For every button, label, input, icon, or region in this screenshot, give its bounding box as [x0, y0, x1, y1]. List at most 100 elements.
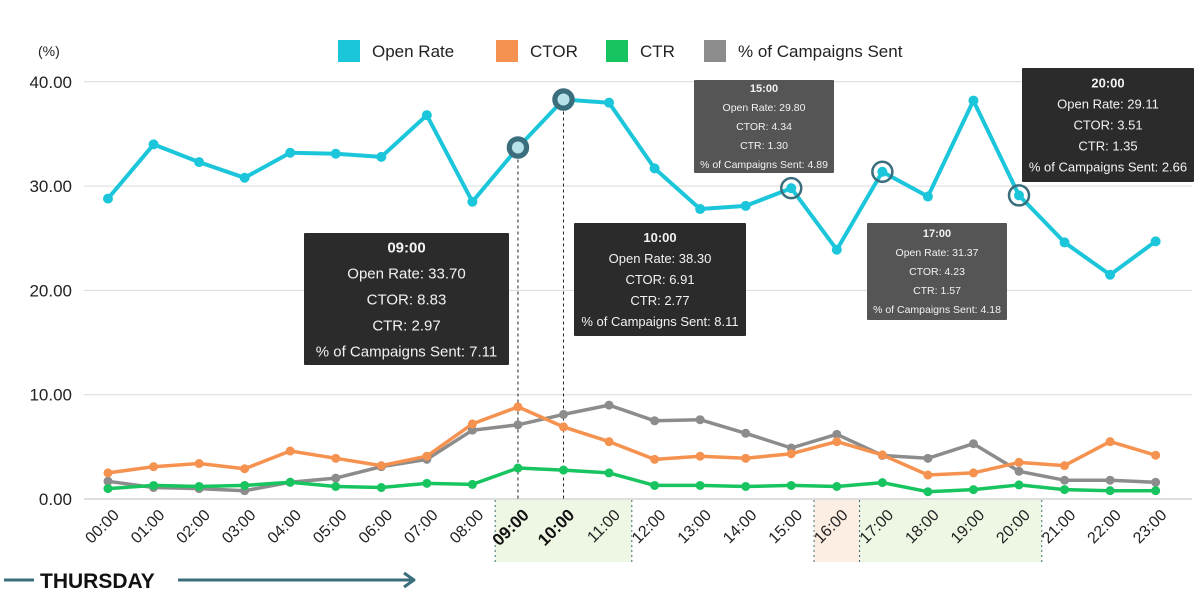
data-point-open-rate[interactable]: [285, 147, 296, 158]
data-point-ctr[interactable]: [604, 468, 614, 478]
data-point-ctr[interactable]: [832, 481, 842, 491]
data-point-open-rate[interactable]: [604, 97, 615, 108]
data-point--of-campaigns-sent[interactable]: [1105, 475, 1115, 485]
data-point-ctor[interactable]: [285, 446, 295, 456]
data-point-ctor[interactable]: [1105, 437, 1115, 447]
data-point--of-campaigns-sent[interactable]: [604, 400, 614, 410]
data-point-open-rate[interactable]: [695, 204, 706, 215]
data-point-open-rate[interactable]: [968, 95, 979, 106]
data-point-open-rate[interactable]: [740, 200, 751, 211]
data-point-ctr[interactable]: [422, 478, 432, 488]
data-point-ctor[interactable]: [832, 437, 842, 447]
data-point--of-campaigns-sent[interactable]: [1151, 477, 1161, 487]
data-point-ctr[interactable]: [1060, 485, 1070, 495]
tooltip-2000: 20:00 Open Rate: 29.11 CTOR: 3.51 CTR: 1.35…: [1022, 68, 1194, 182]
data-point-open-rate[interactable]: [786, 183, 797, 194]
data-point-ctr[interactable]: [786, 480, 796, 490]
data-point-ctr[interactable]: [513, 463, 523, 473]
data-point-ctr[interactable]: [1105, 486, 1115, 496]
data-point-open-rate[interactable]: [1150, 236, 1161, 247]
data-point-ctr[interactable]: [149, 480, 159, 490]
data-point-ctor[interactable]: [1060, 461, 1070, 471]
highlight-ring-1700[interactable]: [871, 160, 894, 184]
data-point-ctor[interactable]: [513, 402, 523, 412]
data-point--of-campaigns-sent[interactable]: [331, 473, 341, 483]
data-point-ctr[interactable]: [877, 478, 887, 488]
data-point--of-campaigns-sent[interactable]: [513, 420, 523, 430]
data-point--of-campaigns-sent[interactable]: [1014, 466, 1024, 476]
x-tick-label: 02:00: [174, 507, 214, 547]
data-point-open-rate[interactable]: [330, 148, 341, 159]
data-point-ctor[interactable]: [1151, 450, 1161, 460]
data-point-ctor[interactable]: [650, 454, 660, 464]
data-point-ctr[interactable]: [650, 480, 660, 490]
data-point-open-rate[interactable]: [103, 193, 113, 204]
data-point-open-rate[interactable]: [831, 244, 842, 255]
data-point-open-rate[interactable]: [239, 172, 250, 183]
data-point-ctr[interactable]: [331, 481, 341, 491]
highlight-band-1: [814, 500, 860, 562]
data-point-ctor[interactable]: [331, 453, 341, 463]
data-point-ctor[interactable]: [1014, 457, 1024, 467]
data-point-open-rate[interactable]: [1014, 190, 1024, 201]
data-point-open-rate[interactable]: [148, 139, 159, 150]
data-point-ctr[interactable]: [194, 481, 204, 491]
data-point-ctor[interactable]: [968, 468, 978, 478]
data-point-ctor[interactable]: [604, 437, 614, 447]
data-point--of-campaigns-sent[interactable]: [103, 476, 113, 486]
data-point-ctr[interactable]: [467, 479, 477, 489]
tooltip-box: [304, 233, 509, 365]
data-point-open-rate[interactable]: [1105, 269, 1116, 280]
data-point-ctr[interactable]: [1014, 480, 1024, 490]
data-point-ctor[interactable]: [467, 419, 477, 429]
data-point--of-campaigns-sent[interactable]: [695, 415, 705, 425]
data-point--of-campaigns-sent[interactable]: [559, 409, 568, 419]
data-point-ctor[interactable]: [695, 451, 705, 461]
x-tick-label: 12:00: [629, 507, 669, 547]
data-point--of-campaigns-sent[interactable]: [467, 425, 477, 435]
data-point-ctor[interactable]: [559, 422, 568, 432]
y-tick-label: 0.00: [39, 490, 72, 509]
data-point--of-campaigns-sent[interactable]: [741, 428, 751, 438]
data-point-ctr[interactable]: [240, 480, 250, 490]
data-point--of-campaigns-sent[interactable]: [832, 429, 842, 439]
data-point-ctr[interactable]: [103, 484, 113, 494]
data-point--of-campaigns-sent[interactable]: [968, 439, 978, 449]
data-point--of-campaigns-sent[interactable]: [1060, 475, 1070, 485]
highlight-ring-2000[interactable]: [1007, 184, 1031, 207]
data-point-ctor[interactable]: [103, 468, 113, 478]
data-point-open-rate[interactable]: [421, 110, 432, 121]
data-point--of-campaigns-sent[interactable]: [923, 453, 933, 463]
data-point-ctr[interactable]: [1151, 486, 1161, 496]
data-point-open-rate[interactable]: [649, 163, 660, 174]
data-point-ctor[interactable]: [741, 453, 751, 463]
day-label: THURSDAY: [40, 570, 155, 593]
data-point-ctor[interactable]: [240, 464, 250, 474]
legend-swatch-ctor: [496, 40, 518, 62]
data-point-ctor[interactable]: [422, 451, 432, 461]
data-point-ctr[interactable]: [968, 485, 978, 495]
legend-label-ctr: CTR: [640, 42, 675, 61]
data-point--of-campaigns-sent[interactable]: [650, 416, 660, 426]
data-point-ctor[interactable]: [194, 459, 204, 469]
data-point-ctor[interactable]: [376, 461, 386, 471]
tooltip-line: Open Rate: 29.80: [723, 102, 806, 114]
data-point-open-rate[interactable]: [922, 191, 933, 202]
data-point-ctr[interactable]: [559, 465, 568, 475]
highlight-ring-1500[interactable]: [780, 176, 803, 200]
data-point-open-rate[interactable]: [467, 196, 478, 207]
tooltip-box: [574, 223, 746, 336]
data-point-ctr[interactable]: [695, 480, 705, 490]
data-point-ctr[interactable]: [376, 483, 386, 493]
data-point-ctr[interactable]: [741, 481, 751, 491]
data-point-open-rate[interactable]: [376, 151, 387, 162]
data-point-open-rate[interactable]: [194, 157, 205, 168]
data-point-open-rate[interactable]: [877, 166, 888, 177]
data-point-ctr[interactable]: [285, 477, 295, 487]
data-point-ctr[interactable]: [923, 487, 933, 497]
data-point-open-rate[interactable]: [1059, 237, 1070, 248]
data-point-ctor[interactable]: [923, 470, 933, 480]
data-point-ctor[interactable]: [877, 450, 887, 460]
data-point-ctor[interactable]: [786, 449, 796, 459]
data-point-ctor[interactable]: [149, 462, 159, 472]
